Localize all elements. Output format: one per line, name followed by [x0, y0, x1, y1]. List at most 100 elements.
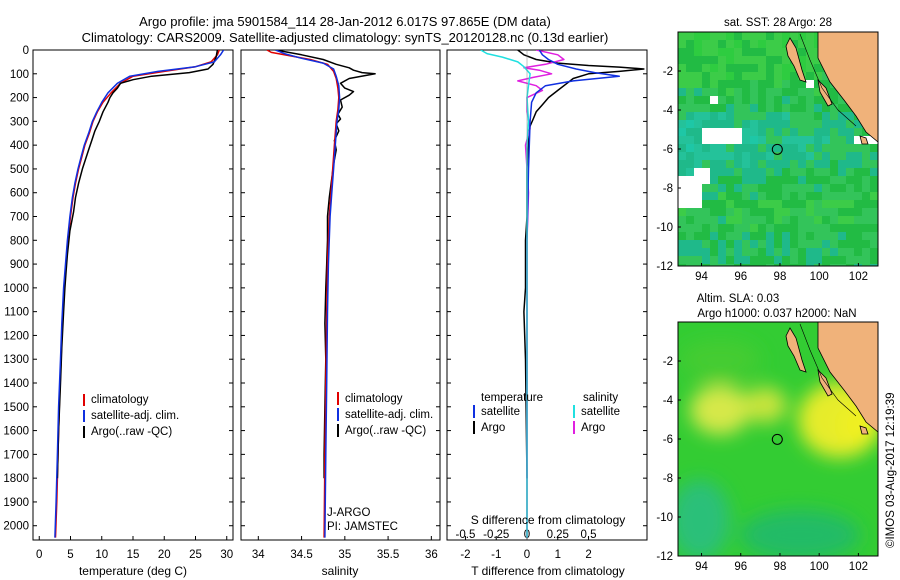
sst-cell [758, 56, 767, 65]
sst-cell [822, 224, 831, 233]
sst-cell [862, 256, 871, 265]
sst-cell [678, 136, 687, 145]
sst-cell [814, 120, 823, 129]
sst-cell [734, 168, 743, 177]
argo-line [56, 50, 219, 479]
sst-cell [710, 128, 719, 137]
map-y-tick-label: -4 [663, 395, 674, 407]
sst-cell [782, 248, 791, 257]
sst-cell [790, 64, 799, 73]
sst-cell [806, 224, 815, 233]
sst-cell [854, 208, 863, 217]
sst-cell [750, 136, 759, 145]
sst-cell [838, 200, 847, 209]
sst-cell [870, 200, 878, 209]
argo-line [275, 50, 376, 479]
sst-cell [870, 256, 878, 265]
sst-cell [782, 128, 791, 137]
sst-cell [726, 168, 735, 177]
sst-cell [694, 144, 703, 153]
sla-field [678, 340, 878, 556]
sst-cell [782, 48, 791, 57]
sst-cell [790, 80, 799, 89]
sst-cell [774, 208, 783, 217]
sst-cell [766, 144, 775, 153]
sst-cell [726, 216, 735, 225]
sst-cell [734, 40, 743, 49]
sst-cell [822, 152, 831, 161]
sst-cell [718, 80, 727, 89]
sst-cell [806, 128, 815, 137]
x-tick-label: -1 [491, 549, 501, 561]
sst-cell [798, 192, 807, 201]
sst-cell [686, 88, 695, 97]
map-x-tick-label: 98 [774, 561, 787, 573]
sst-cell [702, 184, 711, 193]
island-siberut [785, 327, 807, 373]
sst-cell [806, 176, 815, 185]
sst-cell [862, 184, 871, 193]
sst-cell [686, 184, 695, 193]
sst-cell [750, 56, 759, 65]
x-tick-label: 34.5 [290, 549, 312, 561]
sst-cell [822, 264, 831, 266]
x-tick-label: 2 [585, 549, 591, 561]
sst-cell [750, 192, 759, 201]
sst-cell [758, 224, 767, 233]
sst-cell [758, 144, 767, 153]
sst-cell [782, 64, 791, 73]
sst-cell [742, 192, 751, 201]
sst-cell [726, 120, 735, 129]
sst-cell [678, 56, 687, 65]
sst-cell [846, 136, 855, 145]
sst-cell [822, 192, 831, 201]
sst-cell [750, 216, 759, 225]
sst-cell [862, 160, 871, 169]
sst-cell [790, 136, 799, 145]
sst-cell [702, 192, 711, 201]
sst-cell [678, 40, 687, 49]
sst-cell [838, 112, 847, 121]
sst-cell [806, 168, 815, 177]
sst-cell [838, 104, 847, 113]
sst-cell [750, 32, 759, 41]
sst-cell [726, 232, 735, 241]
sst-cell [854, 160, 863, 169]
sst-cell [710, 72, 719, 81]
y-tick-label: 1100 [4, 307, 29, 319]
sst-cell [790, 176, 799, 185]
satellite-line [275, 50, 341, 538]
sst-cell [814, 240, 823, 249]
sst-cell [838, 152, 847, 161]
sst-cell [766, 120, 775, 129]
sst-cell [806, 256, 815, 265]
sst-cell [678, 88, 687, 97]
sst-cell [694, 32, 703, 41]
sst-cell [742, 112, 751, 121]
legend-s-argo: Argo [581, 422, 605, 434]
sst-cell [774, 184, 783, 193]
y-tick-label: 1000 [3, 283, 29, 295]
y-tick-label: 200 [10, 93, 29, 105]
sst-cell [766, 32, 775, 41]
sst-cell [734, 128, 743, 137]
sst-cell [718, 240, 727, 249]
header-line1: Argo profile: jma 5901584_114 28-Jan-201… [139, 14, 551, 29]
sst-cell [798, 120, 807, 129]
sst-cell [686, 128, 695, 137]
sst-cell [766, 200, 775, 209]
map-y-tick-label: -10 [656, 222, 673, 234]
map-y-tick-label: -6 [663, 434, 673, 446]
sst-cell [710, 136, 719, 145]
sst-cell [862, 264, 871, 266]
sst-cell [718, 56, 727, 65]
sst-cell [766, 88, 775, 97]
sst-cell [862, 168, 871, 177]
sst-cell [846, 168, 855, 177]
sst-cell [806, 40, 815, 49]
sst-cell [798, 48, 807, 57]
map-x-tick-label: 96 [734, 271, 747, 283]
sst-cell [798, 32, 807, 41]
salinity-xlabel: salinity [322, 564, 359, 578]
sst-cell [870, 152, 878, 161]
